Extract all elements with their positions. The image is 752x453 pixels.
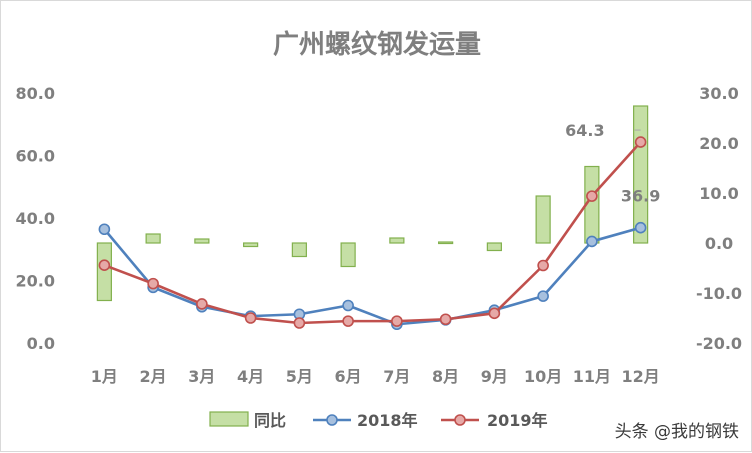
bar-yoy <box>145 233 161 244</box>
legend: 同比 2018年 2019年 <box>209 411 548 430</box>
lines-layer <box>98 136 647 331</box>
x-axis-tick: 7月 <box>383 367 410 386</box>
right-axis-tick: 10.0 <box>699 184 738 203</box>
x-axis-tick: 1月 <box>91 367 118 386</box>
right-axis-tick: 20.0 <box>699 134 738 153</box>
left-axis-tick: 60.0 <box>16 147 55 166</box>
series-point-2019年 <box>147 277 159 290</box>
series-point-2019年 <box>342 315 354 327</box>
series-point-2019年 <box>488 307 501 320</box>
ticks-layer: 0.0 20.0 40.0 60.0 80.0 -20.0 -10.0 0.0 10.0 20.0… <box>16 84 743 386</box>
series-point-2018年 <box>537 290 549 302</box>
series-point-2019年 <box>634 136 647 148</box>
x-axis-tick: 3月 <box>188 367 215 386</box>
left-axis-tick: 40.0 <box>16 209 55 228</box>
watermark: 头条 @我的钢铁 <box>615 422 739 442</box>
series-line-2018年 <box>103 226 641 326</box>
bar-yoy <box>389 237 405 244</box>
data-label: 36.9 <box>621 187 660 206</box>
bar-yoy <box>535 195 551 244</box>
x-axis-tick: 10月 <box>524 367 562 386</box>
data-label: 64.3 <box>565 121 604 140</box>
left-axis-tick: 20.0 <box>16 272 55 291</box>
x-axis-tick: 4月 <box>237 367 264 386</box>
series-point-2019年 <box>439 313 452 326</box>
x-axis-tick: 2月 <box>140 367 167 386</box>
x-axis-tick: 9月 <box>481 367 508 386</box>
right-axis-tick: -10.0 <box>696 284 742 303</box>
series-point-2018年 <box>342 299 354 312</box>
bar-yoy <box>340 242 356 268</box>
bars-layer <box>96 105 649 302</box>
series-point-2019年 <box>391 315 403 327</box>
series-point-2018年 <box>586 235 598 248</box>
labels-layer: 64.3 36.9 <box>565 121 660 206</box>
right-axis-tick: 0.0 <box>705 234 733 253</box>
series-point-2019年 <box>293 317 306 329</box>
x-axis-tick: 8月 <box>432 367 459 386</box>
legend-swatch-bar <box>209 411 249 427</box>
right-axis-tick: 30.0 <box>699 84 738 103</box>
bar-yoy <box>243 242 259 248</box>
series-point-2019年 <box>537 259 549 272</box>
bar-yoy <box>96 242 112 302</box>
legend-label: 2018年 <box>357 411 418 430</box>
left-axis-tick: 0.0 <box>27 334 55 353</box>
legend-swatch-marker <box>454 414 466 426</box>
chart-title: 广州螺纹钢发运量 <box>273 29 481 60</box>
series-point-2019年 <box>196 298 208 310</box>
x-axis-tick: 6月 <box>335 367 362 386</box>
bar-yoy <box>486 242 502 252</box>
bar-yoy <box>291 242 307 258</box>
series-point-2019年 <box>586 190 598 202</box>
legend-label: 2019年 <box>487 411 548 430</box>
left-axis-tick: 80.0 <box>16 84 55 103</box>
legend-swatch-marker <box>326 414 338 426</box>
series-point-2019年 <box>98 259 111 271</box>
series-point-2018年 <box>98 223 111 236</box>
series-point-2019年 <box>244 312 257 324</box>
bar-yoy <box>438 241 454 245</box>
legend-label: 同比 <box>254 411 286 430</box>
x-axis-tick: 5月 <box>286 367 313 386</box>
right-axis-tick: -20.0 <box>696 334 742 353</box>
x-axis-tick: 11月 <box>573 367 611 386</box>
bar-yoy <box>194 238 210 244</box>
x-axis-tick: 12月 <box>621 367 659 386</box>
series-line-2019年 <box>103 141 642 325</box>
series-point-2018年 <box>634 221 647 234</box>
